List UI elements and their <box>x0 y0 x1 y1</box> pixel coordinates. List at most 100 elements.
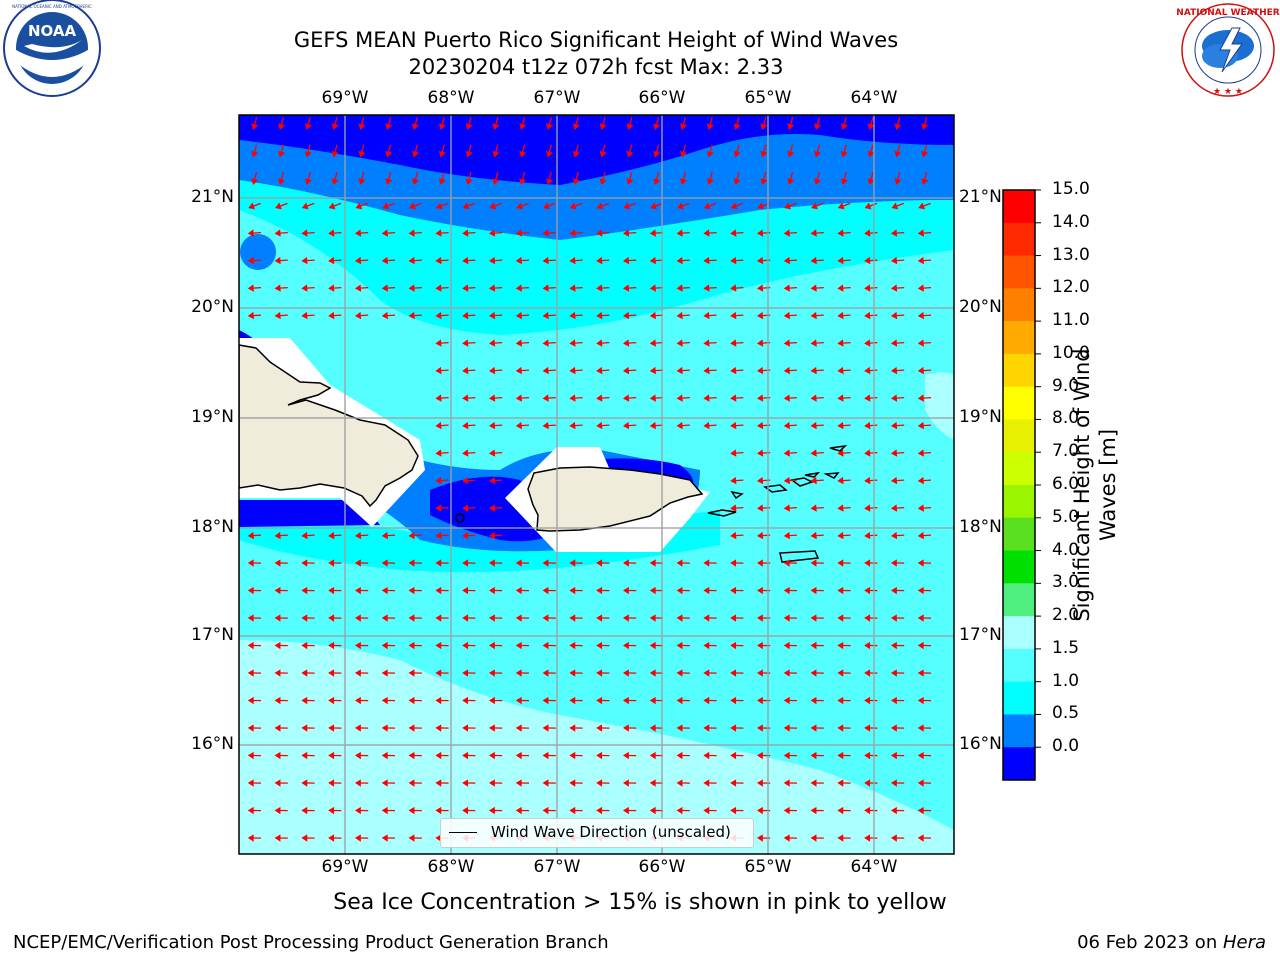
wave-direction-arrowhead <box>515 614 522 622</box>
colorbar-segment <box>1003 714 1035 748</box>
wave-direction-arrowhead <box>730 641 737 650</box>
wave-direction-arrowhead <box>813 150 822 158</box>
wave-direction-arrowhead <box>706 178 714 185</box>
colorbar-segment <box>1003 616 1035 650</box>
wave-direction-arrowhead <box>730 256 737 265</box>
colorbar-tick-label: 3.0 <box>1052 572 1080 593</box>
wave-direction-arrowhead <box>247 531 254 540</box>
wave-direction-arrowhead <box>622 614 629 622</box>
wave-direction-arrowhead <box>730 559 737 567</box>
wave-direction-arrowhead <box>917 669 924 677</box>
wave-direction-arrowhead <box>649 339 656 347</box>
wave-direction-arrowhead <box>519 178 527 185</box>
wave-direction-arrowhead <box>649 751 656 760</box>
wave-direction-arrowhead <box>596 421 603 430</box>
wave-direction-arrowhead <box>247 696 254 705</box>
wave-direction-arrowhead <box>488 476 496 485</box>
wave-direction-arrowhead <box>840 150 848 158</box>
wave-direction-arrowhead <box>760 123 768 130</box>
wave-direction-arrowhead <box>542 421 549 430</box>
wave-direction-arrowhead <box>837 641 844 650</box>
wave-direction-arrowhead <box>462 669 469 677</box>
wave-direction-arrowhead <box>622 256 630 265</box>
wave-direction-arrowhead <box>649 696 656 705</box>
wave-direction-arrowhead <box>301 751 308 760</box>
wave-direction-arrowhead <box>756 669 763 677</box>
wave-direction-arrowhead <box>435 641 442 650</box>
colorbar-tick-label: 5.0 <box>1052 506 1080 527</box>
wave-direction-arrowhead <box>756 806 763 815</box>
wave-direction-arrowhead <box>622 724 629 732</box>
wave-direction-arrowhead <box>703 284 710 292</box>
wave-direction-arrowhead <box>542 229 549 237</box>
lat-label-right-6: 16°N <box>959 734 1002 754</box>
wave-direction-arrowhead <box>274 696 281 705</box>
wave-direction-arrowhead <box>622 339 630 347</box>
lat-label-left-4: 18°N <box>191 517 234 537</box>
wave-direction-arrowhead <box>703 669 710 677</box>
wave-direction-arrowhead <box>810 229 817 237</box>
colorbar-tick-label: 12.0 <box>1052 277 1090 298</box>
wave-direction-arrowhead <box>488 531 496 540</box>
wave-direction-arrowhead <box>622 586 629 595</box>
colorbar-title-line2: Waves [m] <box>1096 428 1120 542</box>
lat-label-left-2: 20°N <box>191 297 234 317</box>
wave-direction-arrowhead <box>864 229 871 237</box>
colorbar-segment <box>1003 222 1035 257</box>
wave-direction-arrowhead <box>733 150 741 158</box>
wave-direction-arrowhead <box>462 202 470 210</box>
lon-label-bottom-5: 65°W <box>744 857 792 877</box>
wave-direction-arrowhead <box>837 421 844 430</box>
wave-direction-arrowhead <box>894 150 902 158</box>
wave-direction-arrowhead <box>462 696 469 705</box>
wave-direction-arrowhead <box>251 123 259 130</box>
wave-direction-arrowhead <box>408 229 415 237</box>
wave-direction-arrowhead <box>783 806 790 815</box>
wave-direction-arrowhead <box>917 476 924 485</box>
wave-direction-arrowhead <box>515 806 522 815</box>
wave-direction-arrowhead <box>917 779 924 787</box>
wave-direction-arrowhead <box>756 751 763 760</box>
wave-direction-arrowhead <box>890 696 897 705</box>
wave-direction-arrowhead <box>354 641 361 650</box>
wave-direction-arrowhead <box>462 476 469 485</box>
wave-direction-arrowhead <box>810 559 817 567</box>
wave-direction-arrowhead <box>408 724 415 732</box>
wave-direction-arrowhead <box>488 366 496 375</box>
wave-direction-arrowhead <box>676 284 683 292</box>
wave-direction-arrowhead <box>542 559 549 567</box>
wave-direction-arrowhead <box>622 394 630 402</box>
wave-direction-arrowhead <box>653 123 661 130</box>
wave-direction-arrowhead <box>462 779 469 787</box>
wave-direction-arrowhead <box>408 559 415 567</box>
wave-direction-arrowhead <box>515 586 522 595</box>
wave-direction-arrowhead <box>409 202 416 210</box>
wave-direction-arrowhead <box>331 178 339 185</box>
wave-direction-arrowhead <box>810 366 817 375</box>
wave-direction-arrowhead <box>730 586 737 595</box>
colorbar-segment <box>1003 452 1035 486</box>
wave-direction-arrowhead <box>703 751 710 760</box>
wave-direction-arrowhead <box>247 284 254 292</box>
wave-direction-arrowhead <box>569 339 576 347</box>
wave-direction-arrowhead <box>756 311 764 320</box>
wave-direction-arrowhead <box>435 696 442 705</box>
wave-direction-arrowhead <box>331 150 339 158</box>
wave-direction-arrowhead <box>917 751 924 760</box>
wave-direction-arrowhead <box>730 421 737 430</box>
wave-zone-2-3 <box>239 640 954 854</box>
wave-direction-arrowhead <box>542 366 549 375</box>
wave-direction-arrowhead <box>649 311 656 320</box>
noaa-logo-icon: NOAA NATIONAL OCEANIC AND ATMOSPHERIC <box>3 0 101 97</box>
wave-direction-arrowhead <box>783 366 790 375</box>
wave-direction-arrowhead <box>622 559 629 567</box>
wave-direction-arrowhead <box>730 779 737 787</box>
wave-direction-arrowhead <box>840 123 848 130</box>
wave-direction-arrowhead <box>569 806 576 815</box>
wave-direction-arrowhead <box>703 366 710 375</box>
wave-direction-arrowhead <box>301 559 308 567</box>
wave-direction-arrowhead <box>784 202 792 210</box>
wave-direction-arrowhead <box>408 531 415 540</box>
wave-direction-arrowhead <box>783 256 790 265</box>
wave-direction-arrowhead <box>328 779 335 787</box>
